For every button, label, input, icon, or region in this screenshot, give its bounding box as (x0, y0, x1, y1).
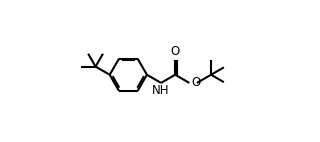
Text: O: O (192, 76, 201, 89)
Text: O: O (171, 45, 180, 58)
Text: NH: NH (152, 84, 170, 97)
